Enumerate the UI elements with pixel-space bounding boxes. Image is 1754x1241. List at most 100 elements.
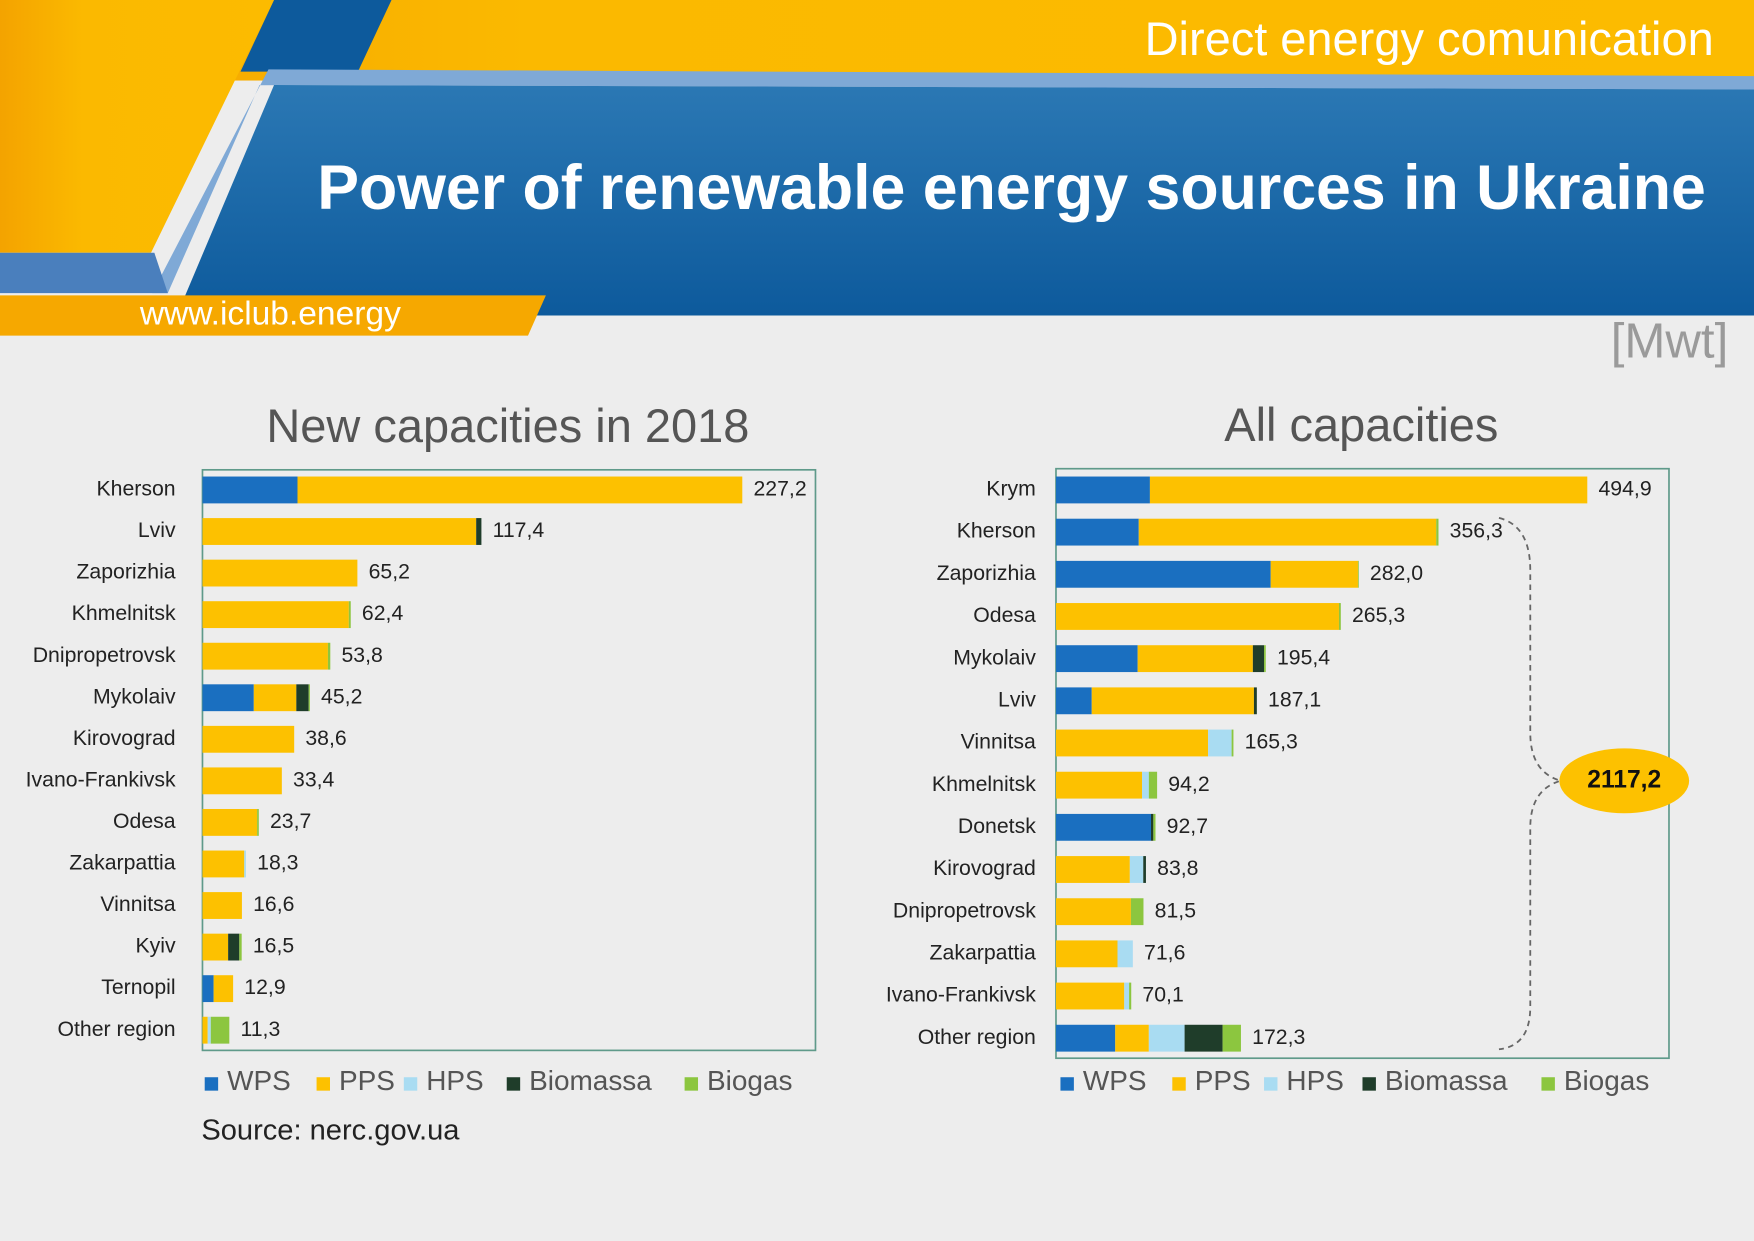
total-label: 265,3 bbox=[1352, 603, 1405, 627]
bar-segment bbox=[327, 642, 331, 670]
bar-segment bbox=[1137, 645, 1253, 673]
total-label: 70,1 bbox=[1142, 983, 1183, 1007]
brace bbox=[1498, 517, 1564, 1051]
category-label: Donetsk bbox=[958, 814, 1036, 838]
bar-segment bbox=[213, 975, 234, 1003]
bar-segment bbox=[1055, 560, 1271, 588]
total-label: 33,4 bbox=[293, 767, 335, 791]
unit: [Mwt] bbox=[1611, 314, 1729, 369]
total-label: 282,0 bbox=[1370, 561, 1423, 585]
bar-segment bbox=[1142, 771, 1149, 799]
bar-segment bbox=[207, 1016, 211, 1044]
total-label: 172,3 bbox=[1252, 1025, 1305, 1049]
bar-segment bbox=[1055, 771, 1143, 799]
bar-segment bbox=[1208, 729, 1232, 757]
bar-segment bbox=[1153, 813, 1156, 841]
category-label: Kirovograd bbox=[73, 726, 176, 750]
bar-segment bbox=[1270, 560, 1358, 588]
legend-label: Biogas bbox=[707, 1065, 792, 1096]
bar-segment bbox=[1231, 729, 1234, 757]
bar-segment bbox=[202, 684, 254, 712]
legend-swatch bbox=[316, 1077, 330, 1091]
bar-segment bbox=[1055, 898, 1131, 926]
legend-swatch bbox=[403, 1077, 418, 1091]
header-corner bbox=[0, 0, 275, 253]
bar-segment bbox=[1055, 982, 1125, 1010]
chart-title: New capacities in 2018 bbox=[266, 399, 749, 452]
bar-segment bbox=[202, 892, 242, 919]
category-label: Vinnitsa bbox=[100, 892, 175, 916]
bar-segment bbox=[202, 850, 245, 878]
bar-segment bbox=[1055, 1024, 1116, 1052]
total-label: 71,6 bbox=[1144, 940, 1185, 964]
bar-segment bbox=[297, 476, 743, 504]
bar-segment bbox=[202, 975, 214, 1003]
category-label: Vinnitsa bbox=[961, 730, 1036, 754]
bar-segment bbox=[202, 601, 349, 629]
total-label: 94,2 bbox=[1168, 772, 1209, 796]
bar-segment bbox=[202, 767, 282, 795]
bar-segment bbox=[257, 808, 259, 836]
total-label: 165,3 bbox=[1245, 730, 1298, 754]
total-label: 227,2 bbox=[753, 477, 806, 501]
legend-swatch bbox=[1362, 1077, 1376, 1091]
bar-segment bbox=[1055, 603, 1339, 630]
bar-segment bbox=[1338, 603, 1341, 630]
category-label: Mykolaiv bbox=[93, 684, 176, 708]
legend-label: HPS bbox=[1286, 1065, 1343, 1096]
bar-segment bbox=[1436, 518, 1439, 546]
total-label: 356,3 bbox=[1450, 519, 1503, 543]
bar-segment bbox=[1055, 856, 1130, 883]
bar-segment bbox=[1115, 1024, 1149, 1052]
bar-segment bbox=[1117, 940, 1133, 968]
category-label: Other region bbox=[57, 1017, 175, 1041]
category-label: Dnipropetrovsk bbox=[893, 898, 1036, 922]
bar-segment bbox=[1222, 1024, 1241, 1052]
bar-segment bbox=[1055, 687, 1092, 715]
total-label: 11,3 bbox=[241, 1017, 281, 1041]
total-label: 23,7 bbox=[270, 809, 311, 833]
source: Source: nerc.gov.ua bbox=[201, 1115, 460, 1147]
category-label: Kirovograd bbox=[933, 856, 1036, 880]
legend-label: WPS bbox=[1083, 1065, 1147, 1096]
bar-segment bbox=[202, 1016, 208, 1044]
category-label: Dnipropetrovsk bbox=[33, 643, 176, 667]
bar-segment bbox=[1253, 687, 1257, 715]
total-label: 65,2 bbox=[369, 560, 410, 584]
bar-segment bbox=[1129, 856, 1144, 883]
header-accent bbox=[240, 0, 392, 72]
legend-swatch bbox=[1264, 1077, 1278, 1091]
bar-segment bbox=[1055, 729, 1209, 757]
header-banner bbox=[176, 85, 1754, 316]
legend-swatch bbox=[1172, 1077, 1186, 1091]
bar-segment bbox=[1150, 813, 1154, 841]
category-label: Kyiv bbox=[135, 934, 176, 958]
bar-segment bbox=[1184, 1024, 1223, 1052]
legend-swatch bbox=[1060, 1077, 1074, 1091]
annotation: 2117,2 bbox=[1587, 766, 1661, 793]
legend-label: PPS bbox=[1195, 1065, 1251, 1096]
bar-segment bbox=[202, 476, 298, 504]
category-label: Ternopil bbox=[101, 975, 175, 999]
bar-segment bbox=[1055, 813, 1151, 841]
chart-title: All capacities bbox=[1224, 398, 1498, 451]
bar-segment bbox=[308, 684, 310, 712]
legend-label: Biomassa bbox=[529, 1065, 652, 1096]
total-label: 83,8 bbox=[1157, 856, 1198, 880]
bar-segment bbox=[1129, 982, 1132, 1010]
total-label: 18,3 bbox=[257, 851, 298, 875]
legend-label: Biogas bbox=[1564, 1065, 1649, 1096]
legend-label: HPS bbox=[426, 1065, 483, 1096]
bar-segment bbox=[1138, 518, 1437, 546]
legend-swatch bbox=[204, 1077, 219, 1091]
legend-swatch bbox=[506, 1077, 521, 1091]
bar-segment bbox=[228, 933, 240, 961]
bar-segment bbox=[1148, 771, 1158, 799]
total-label: 187,1 bbox=[1268, 687, 1321, 711]
total-label: 53,8 bbox=[341, 643, 382, 667]
bar-segment bbox=[1143, 856, 1146, 883]
total-label: 195,4 bbox=[1277, 645, 1330, 669]
bar-segment bbox=[1091, 687, 1254, 715]
